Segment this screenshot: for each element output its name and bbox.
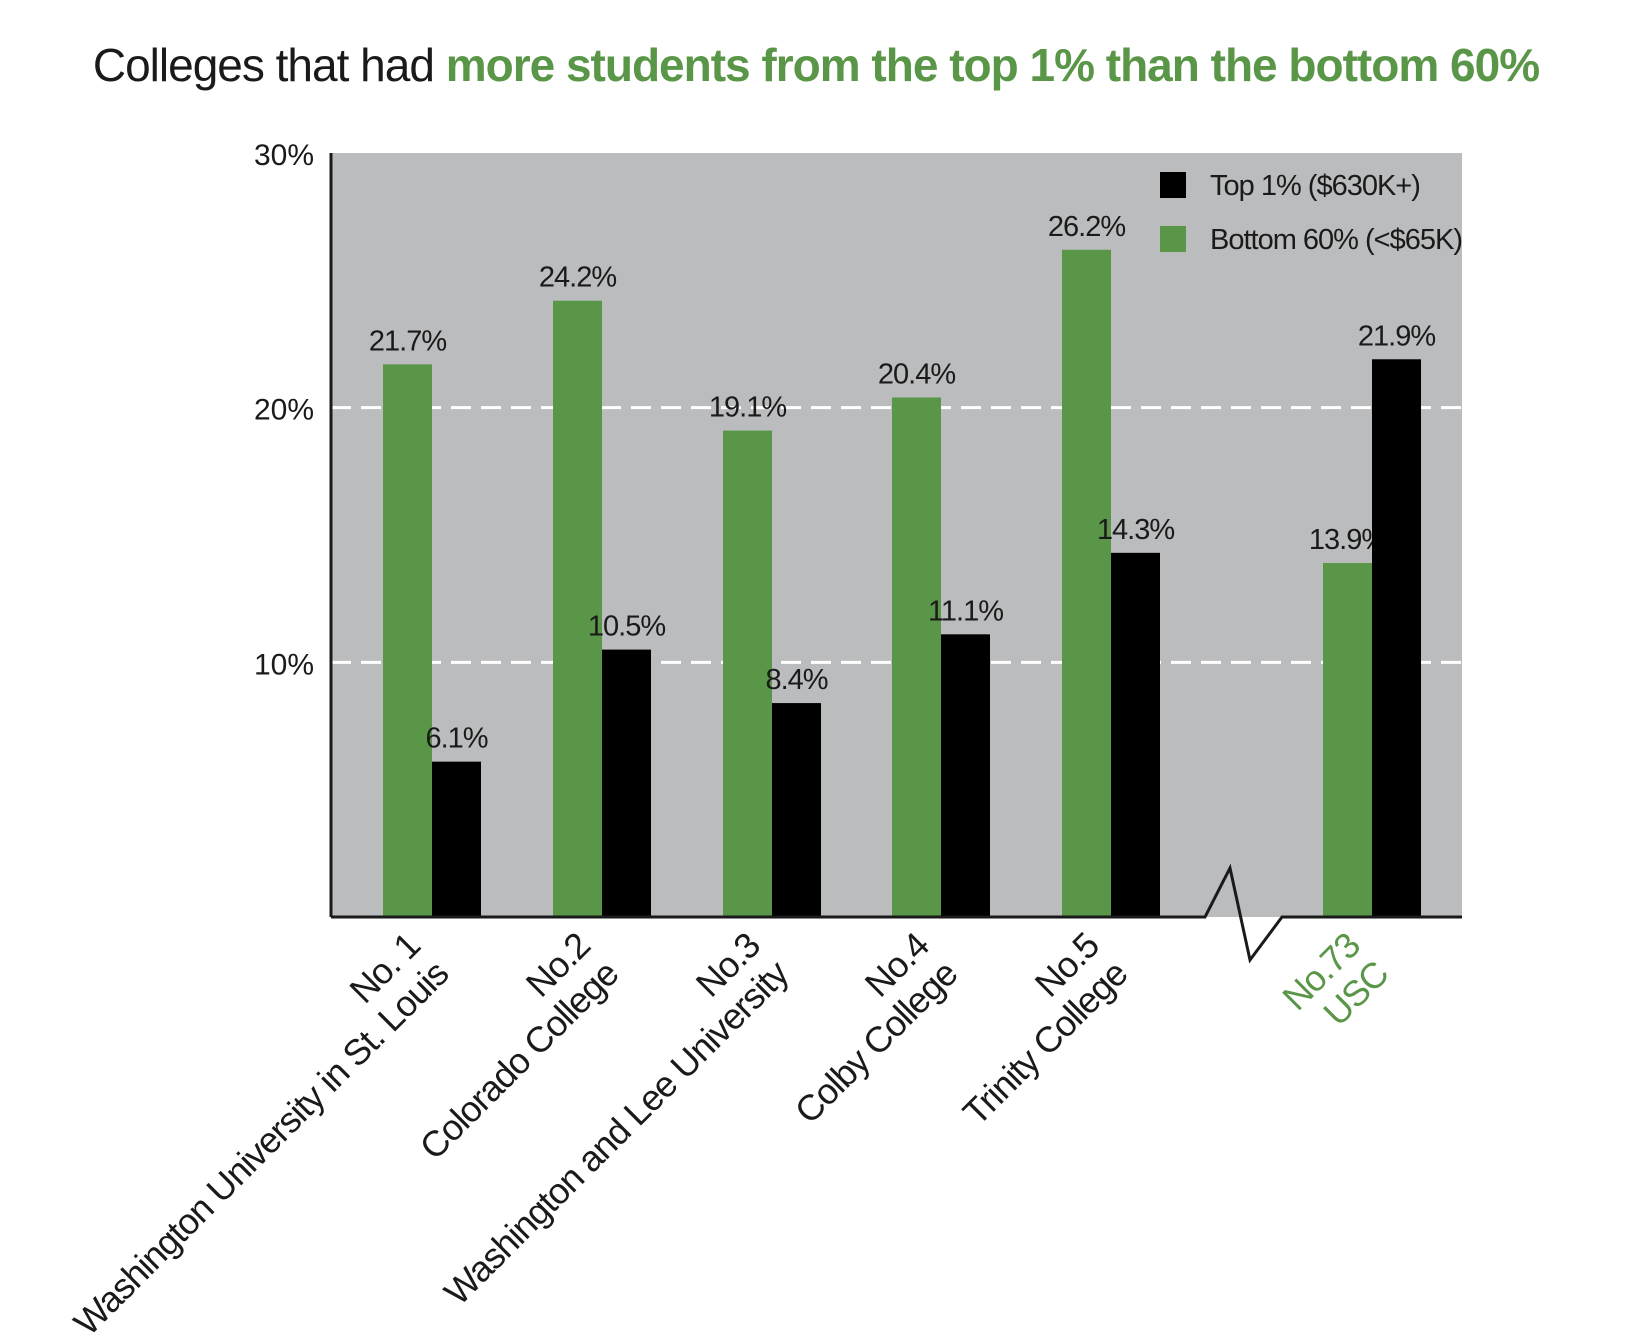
data-label-bottom60: 26.2% xyxy=(1048,211,1125,243)
bar-bottom60-5 xyxy=(1062,249,1111,918)
bar-bottom60-3 xyxy=(723,430,772,917)
y-tick-label: 20% xyxy=(254,394,314,427)
bar-bottom60-1 xyxy=(383,364,432,918)
x-category-label: No. 1Washington University in St. Louis xyxy=(37,925,456,1342)
bar-bottom60-2 xyxy=(553,300,602,917)
chart-title-prefix: Colleges that had xyxy=(92,39,446,91)
bar-top1-3 xyxy=(772,703,821,917)
data-label-top1: 10.5% xyxy=(588,611,665,643)
legend-swatch xyxy=(1160,226,1186,252)
legend-label: Bottom 60% (<$65K) xyxy=(1210,224,1462,256)
x-category-label: No.73USC xyxy=(1274,925,1396,1047)
data-label-top1: 6.1% xyxy=(425,723,487,755)
data-label-top1: 14.3% xyxy=(1097,514,1174,546)
bar-top1-1 xyxy=(432,761,481,917)
legend-label: Top 1% ($630K+) xyxy=(1210,170,1420,202)
x-category-name: Washington and Lee University xyxy=(436,952,797,1313)
bar-bottom60-6 xyxy=(1323,563,1372,917)
data-label-bottom60: 20.4% xyxy=(878,358,955,390)
data-label-bottom60: 21.7% xyxy=(369,325,446,357)
bar-top1-5 xyxy=(1111,552,1160,917)
legend-swatch xyxy=(1160,172,1186,198)
data-label-bottom60: 24.2% xyxy=(539,262,616,294)
bar-top1-4 xyxy=(941,634,990,917)
chart-title: Colleges that had more students from the… xyxy=(0,38,1632,92)
data-label-top1: 8.4% xyxy=(765,664,827,696)
data-label-bottom60: 19.1% xyxy=(709,392,786,424)
x-category-name: Washington University in St. Louis xyxy=(66,953,456,1342)
chart-title-highlight: more students from the top 1% than the b… xyxy=(445,39,1540,91)
y-tick-label: 10% xyxy=(254,648,314,681)
bar-top1-6 xyxy=(1372,359,1421,917)
bar-top1-2 xyxy=(602,649,651,917)
data-label-top1: 11.1% xyxy=(928,595,1003,627)
x-axis-line-with-break xyxy=(331,863,1462,964)
data-label-top1: 21.9% xyxy=(1358,320,1435,352)
x-category-label: No.5Trinity College xyxy=(927,925,1135,1133)
y-tick-label: 30% xyxy=(254,139,314,172)
bar-bottom60-4 xyxy=(892,397,941,918)
x-category-label: No.4Colby College xyxy=(758,925,965,1132)
